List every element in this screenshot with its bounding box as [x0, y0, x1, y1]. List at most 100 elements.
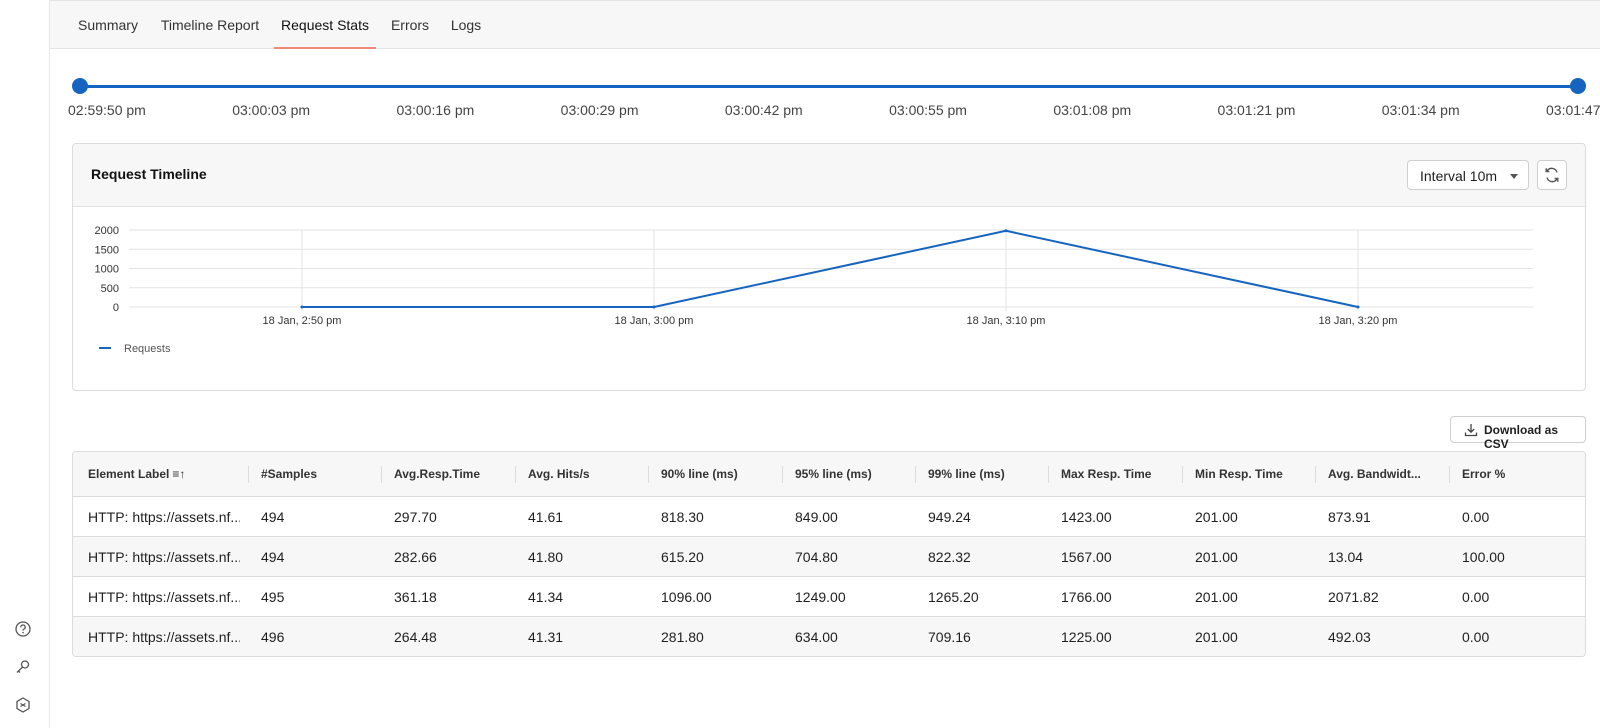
chevron-down-icon: [1510, 174, 1518, 179]
column-header-label: Max Resp. Time: [1061, 467, 1152, 481]
table-cell: 1423.00: [1061, 509, 1112, 525]
y-tick-label: 500: [101, 283, 119, 295]
table-cell: 201.00: [1195, 589, 1238, 605]
sort-icon[interactable]: ≡↑: [172, 467, 186, 481]
time-range-start-handle[interactable]: [72, 78, 88, 94]
column-header[interactable]: Avg. Bandwidt...: [1328, 452, 1448, 497]
table-cell: 361.18: [394, 589, 437, 605]
table-cell: 281.80: [661, 629, 704, 645]
interval-select[interactable]: Interval 10m: [1407, 160, 1529, 190]
key-icon[interactable]: [14, 658, 32, 676]
download-csv-button[interactable]: Download as CSV: [1450, 416, 1586, 451]
time-range-track[interactable]: [80, 85, 1578, 88]
column-header[interactable]: 99% line (ms): [928, 452, 1048, 497]
table-cell: HTTP: https://assets.nf...: [88, 589, 240, 605]
request-timeline-chart: 0 500 1000 1500 2000 18 Jan, 2:50 pm 18 Jan, 3…: [95, 225, 1533, 355]
table-header: Element Label ≡↑ #Samples Avg.Resp.Time Avg.…: [73, 452, 1585, 497]
column-header[interactable]: Element Label ≡↑: [88, 452, 240, 497]
table-cell: 2071.82: [1328, 589, 1379, 605]
column-divider[interactable]: [1315, 466, 1316, 483]
column-header-label: Min Resp. Time: [1195, 467, 1283, 481]
time-range-tick-label: 03:01:47 pm: [1546, 102, 1600, 118]
table-cell: 201.00: [1195, 549, 1238, 565]
column-header[interactable]: Min Resp. Time: [1195, 452, 1315, 497]
column-divider[interactable]: [1182, 466, 1183, 483]
table-cell: 1567.00: [1061, 549, 1112, 565]
help-icon[interactable]: [14, 620, 32, 638]
column-header-label: Element Label: [88, 467, 170, 481]
card-title: Request Timeline: [91, 166, 207, 182]
column-divider[interactable]: [381, 466, 382, 483]
x-tick-label: 18 Jan, 3:00 pm: [615, 315, 694, 327]
refresh-icon: [1545, 167, 1559, 183]
column-divider[interactable]: [915, 466, 916, 483]
table-cell: 1265.20: [928, 589, 979, 605]
table-cell: 41.80: [528, 549, 564, 565]
table-cell: 495: [261, 589, 285, 605]
interval-select-label: Interval 10m: [1420, 168, 1498, 184]
column-header[interactable]: Avg. Hits/s: [528, 452, 648, 497]
legend-label: Requests: [124, 343, 171, 355]
column-divider[interactable]: [515, 466, 516, 483]
column-header[interactable]: Avg.Resp.Time: [394, 452, 514, 497]
table-cell: 201.00: [1195, 509, 1238, 525]
column-header[interactable]: Error %: [1462, 452, 1572, 497]
data-point: [1004, 229, 1008, 233]
column-header[interactable]: Max Resp. Time: [1061, 452, 1181, 497]
column-divider[interactable]: [1048, 466, 1049, 483]
column-header[interactable]: #Samples: [261, 452, 381, 497]
tabs-bar: Summary Timeline Report Request Stats Er…: [50, 0, 1600, 49]
request-timeline-card: Request Timeline Interval 10m 0 500 1000 15…: [72, 143, 1586, 391]
table-cell: 1096.00: [661, 589, 712, 605]
table-cell: 615.20: [661, 549, 704, 565]
data-point: [300, 305, 304, 309]
time-range-end-handle[interactable]: [1570, 78, 1586, 94]
column-header[interactable]: 95% line (ms): [795, 452, 915, 497]
table-cell: 873.91: [1328, 509, 1371, 525]
series-line-requests: [302, 229, 1359, 308]
table-cell: 41.31: [528, 629, 564, 645]
column-header-label: 95% line (ms): [795, 467, 872, 481]
time-range-tick-label: 03:01:34 pm: [1381, 102, 1460, 118]
table-cell: 41.61: [528, 509, 564, 525]
time-range-tick-label: 03:00:55 pm: [889, 102, 967, 118]
column-divider[interactable]: [248, 466, 249, 483]
time-range-tick-label: 02:59:50 pm: [68, 102, 146, 118]
table-cell: 264.48: [394, 629, 437, 645]
column-header-label: 90% line (ms): [661, 467, 738, 481]
table-cell: 0.00: [1462, 589, 1490, 605]
table-cell: 13.04: [1328, 549, 1364, 565]
column-header-label: #Samples: [261, 467, 318, 481]
table-cell: 709.16: [928, 629, 971, 645]
column-header-label: Error %: [1462, 467, 1506, 481]
table-cell: 100.00: [1462, 549, 1505, 565]
table-row[interactable]: HTTP: https://assets.nf... 496 264.48 41.31…: [73, 617, 1585, 656]
tab-timeline-report[interactable]: Timeline Report: [160, 17, 260, 33]
column-header-label: Avg. Bandwidt...: [1328, 467, 1421, 481]
column-header[interactable]: 90% line (ms): [661, 452, 781, 497]
table-cell: 949.24: [928, 509, 971, 525]
tab-logs[interactable]: Logs: [450, 17, 482, 33]
data-point: [652, 305, 656, 309]
table-cell: 0.00: [1462, 629, 1490, 645]
column-divider[interactable]: [648, 466, 649, 483]
y-tick-label: 2000: [95, 225, 119, 237]
integration-icon[interactable]: [14, 696, 32, 714]
x-tick-label: 18 Jan, 3:10 pm: [967, 315, 1046, 327]
tab-request-stats[interactable]: Request Stats: [274, 1, 376, 49]
table-cell: 494: [261, 509, 285, 525]
column-divider[interactable]: [782, 466, 783, 483]
download-csv-label: Download as CSV: [1484, 423, 1559, 451]
table-row[interactable]: HTTP: https://assets.nf... 495 361.18 41.34…: [73, 577, 1585, 617]
tab-errors[interactable]: Errors: [390, 17, 430, 33]
refresh-button[interactable]: [1537, 160, 1567, 190]
time-range-tick-label: 03:00:16 pm: [396, 102, 475, 118]
table-row[interactable]: HTTP: https://assets.nf... 494 297.70 41.61…: [73, 497, 1585, 537]
table-cell: 492.03: [1328, 629, 1371, 645]
tab-summary[interactable]: Summary: [78, 17, 138, 33]
table-cell: 496: [261, 629, 285, 645]
table-row[interactable]: HTTP: https://assets.nf... 494 282.66 41.80…: [73, 537, 1585, 577]
column-divider[interactable]: [1449, 466, 1450, 483]
left-rail: [0, 0, 50, 728]
table-cell: 634.00: [795, 629, 838, 645]
